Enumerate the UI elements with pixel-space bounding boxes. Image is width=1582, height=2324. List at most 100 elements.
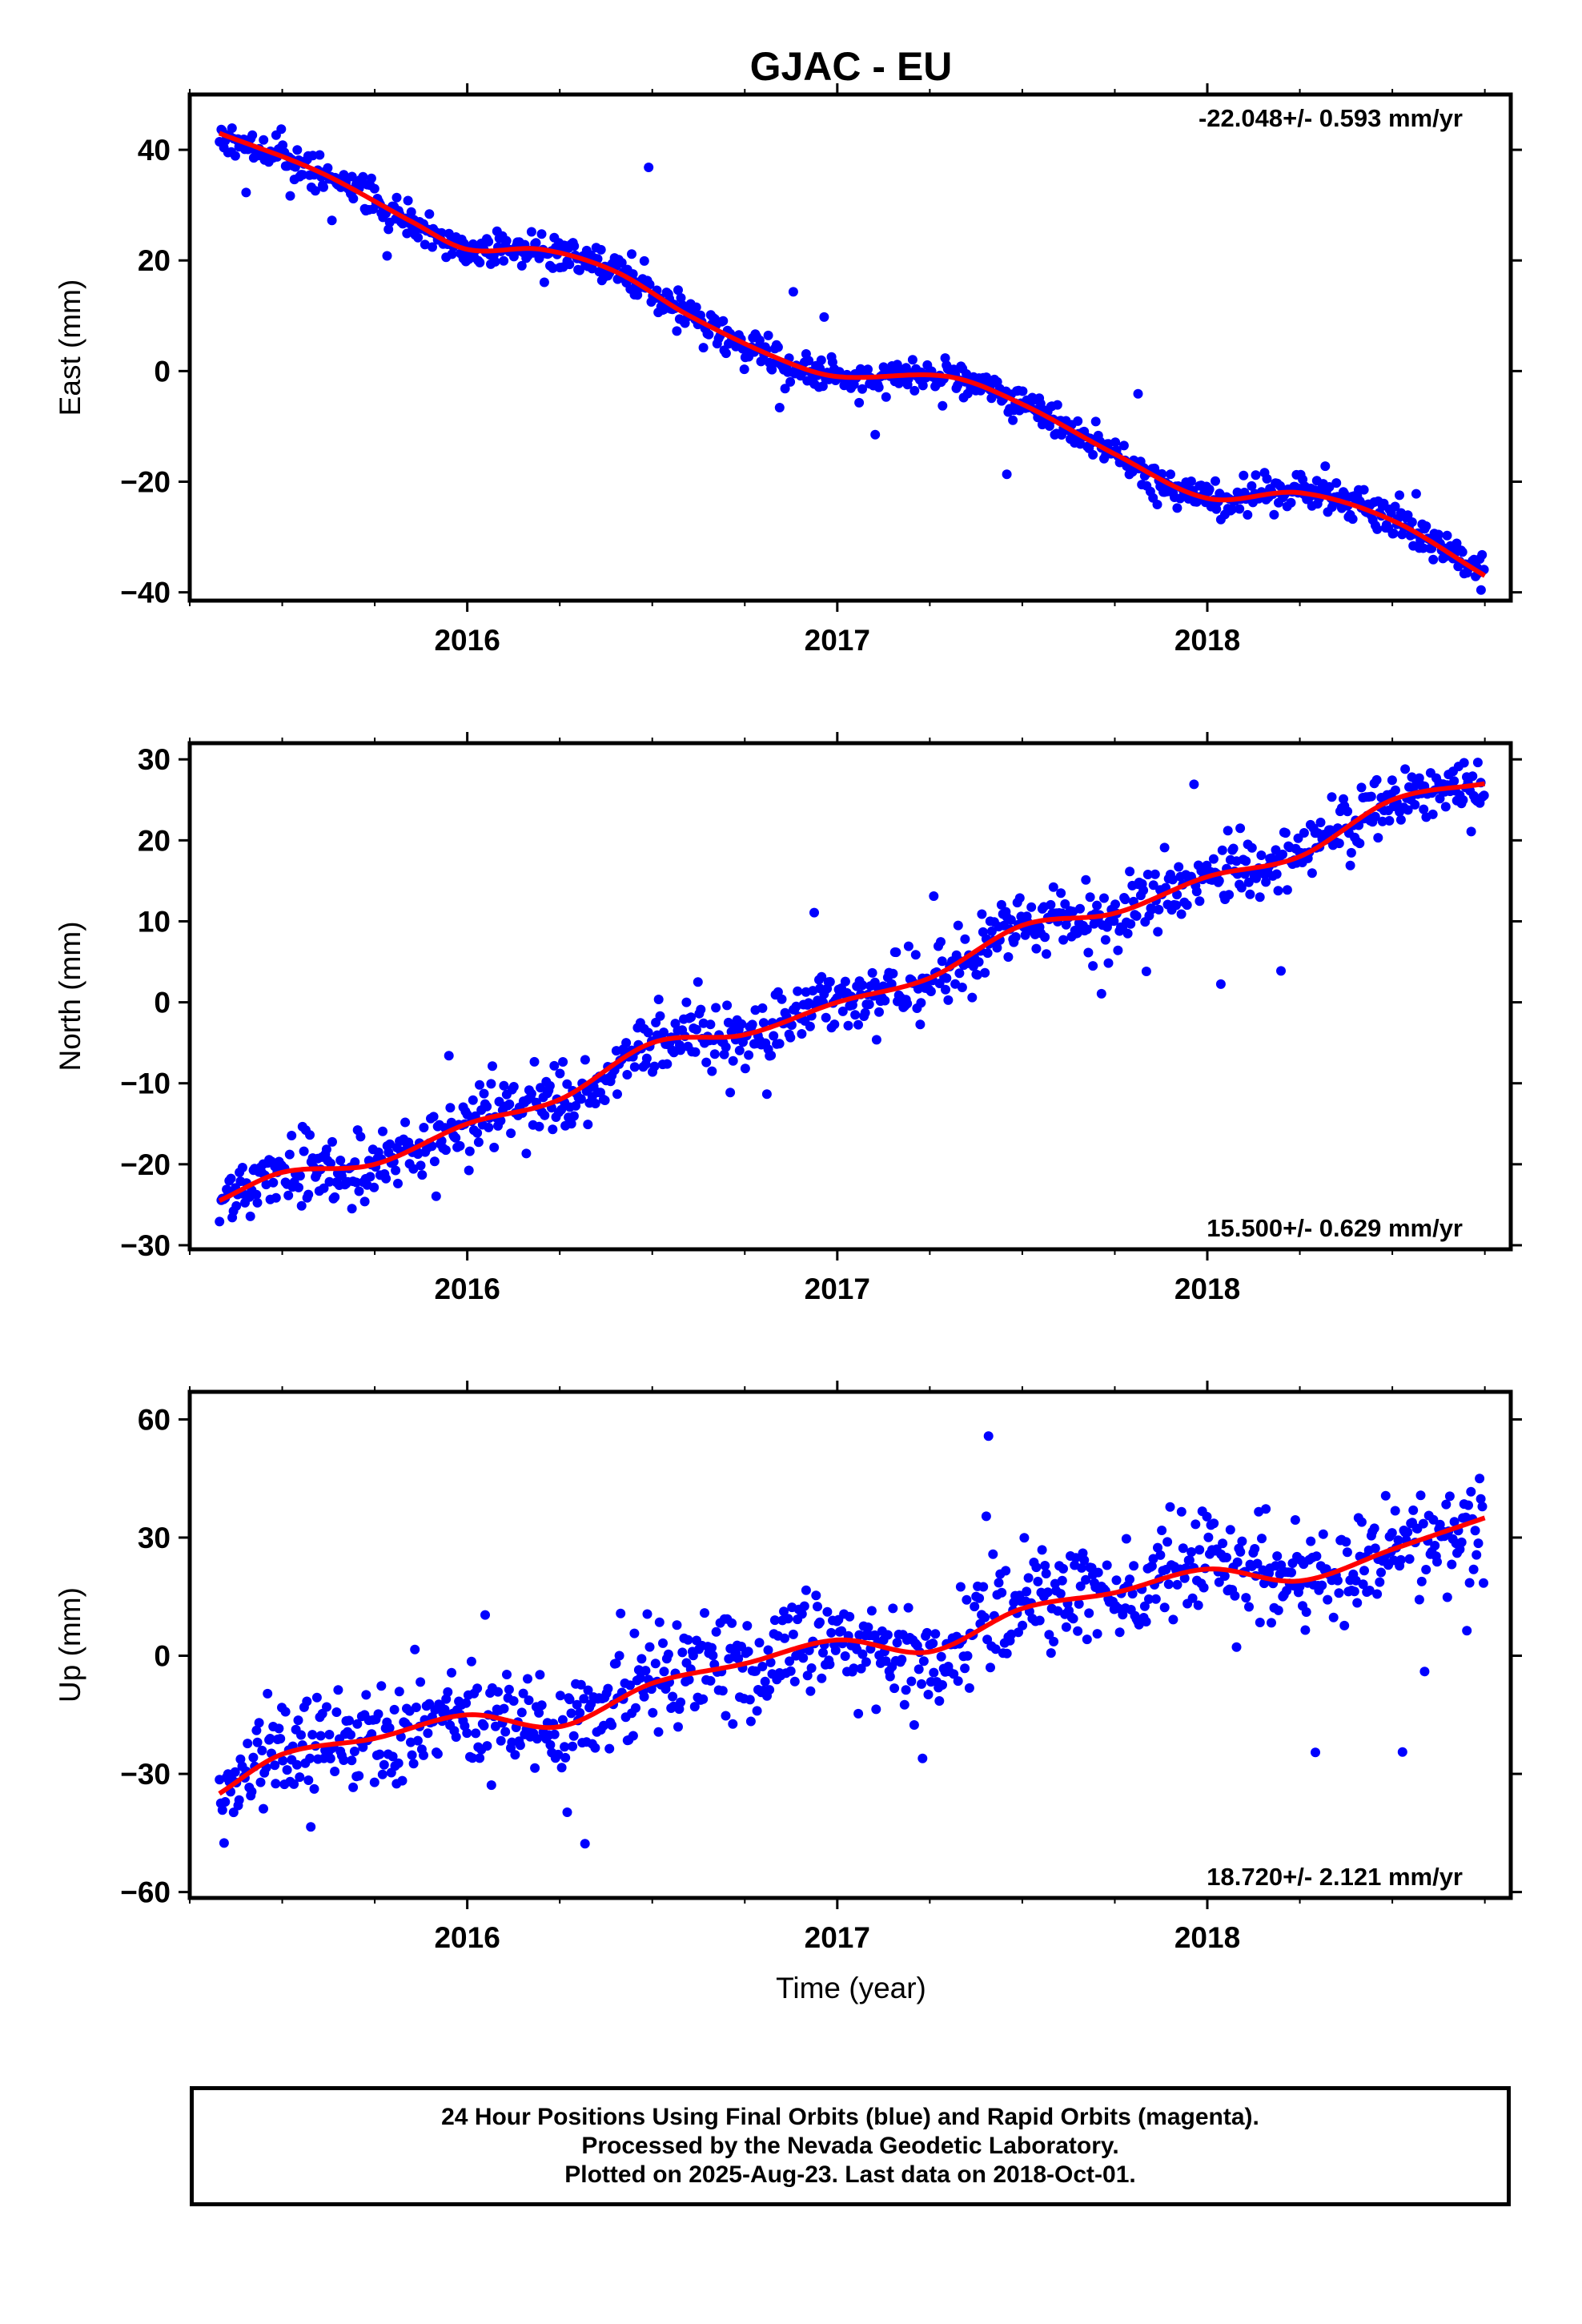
up-data-point (604, 1743, 615, 1754)
up-data-point (411, 1703, 421, 1712)
up-data-point (1421, 1565, 1431, 1574)
up-data-point (1323, 1594, 1333, 1605)
north-data-point (1176, 909, 1186, 919)
up-data-point (545, 1739, 556, 1750)
up-data-point (568, 1741, 578, 1751)
up-data-point (412, 1735, 423, 1746)
north-data-point (793, 986, 803, 996)
north-data-point (1345, 860, 1355, 870)
north-data-point (445, 1103, 456, 1113)
east-data-point (1452, 538, 1462, 549)
up-data-point (988, 1549, 998, 1559)
east-data-point (596, 244, 606, 255)
up-data-point (866, 1606, 877, 1616)
north-data-point (529, 1056, 540, 1067)
east-data-point (881, 392, 891, 402)
east-data-point (1269, 509, 1279, 520)
east-data-point (516, 260, 527, 271)
north-data-point (1235, 823, 1246, 834)
up-data-point (1111, 1575, 1122, 1586)
east-data-point (1235, 504, 1245, 514)
north-data-point (903, 941, 913, 951)
north-data-point (521, 1148, 532, 1159)
east-points-layer (215, 123, 1489, 595)
up-data-point (1150, 1594, 1161, 1604)
east-data-point (526, 227, 536, 237)
north-data-point (1271, 869, 1282, 879)
north-data-point (1307, 868, 1317, 879)
up-data-point (1074, 1598, 1084, 1609)
up-data-point (219, 1838, 229, 1848)
up-data-point (1397, 1747, 1407, 1757)
up-data-point (1153, 1542, 1162, 1553)
up-data-point (1079, 1555, 1090, 1566)
north-data-point (1100, 935, 1110, 945)
north-data-point (926, 987, 936, 996)
up-data-point (556, 1763, 567, 1773)
up-data-point (962, 1651, 973, 1661)
east-data-point (1110, 437, 1121, 448)
north-data-point (1046, 899, 1056, 910)
east-data-point (1118, 440, 1129, 451)
east-data-point (788, 287, 798, 297)
north-data-point (1427, 809, 1438, 819)
north-data-point (489, 1142, 500, 1152)
north-data-point (641, 1053, 652, 1063)
up-data-point (899, 1699, 909, 1710)
up-data-point (325, 1753, 335, 1763)
north-data-point (1346, 847, 1356, 858)
north-data-point (1459, 758, 1469, 768)
up-data-point (934, 1696, 945, 1706)
up-data-point (750, 1666, 761, 1676)
north-data-point (475, 1080, 484, 1090)
north-data-point (1120, 895, 1130, 905)
north-data-point (891, 947, 901, 958)
north-data-point (1384, 815, 1395, 826)
up-data-point (964, 1683, 974, 1693)
footer-line-3: Plotted on 2025-Aug-23. Last data on 201… (564, 2161, 1136, 2188)
east-data-point (1166, 469, 1175, 480)
up-data-point (1441, 1499, 1452, 1510)
up-data-point (270, 1760, 280, 1771)
up-data-point (259, 1803, 268, 1814)
east-data-point (632, 290, 643, 300)
north-data-point (479, 1088, 489, 1099)
north-data-point (1142, 870, 1153, 879)
north-data-point (499, 1080, 509, 1091)
up-data-point (1055, 1589, 1066, 1599)
north-data-point (929, 891, 939, 901)
north-y-axis-label: North (mm) (54, 921, 86, 1071)
east-data-point (1418, 543, 1428, 553)
north-data-point (473, 1137, 484, 1148)
north-data-point (1042, 949, 1051, 959)
up-data-point (840, 1651, 850, 1661)
north-data-point (347, 1204, 357, 1214)
north-data-point (1171, 900, 1182, 911)
up-data-point (917, 1679, 926, 1689)
up-data-point (462, 1728, 472, 1739)
east-data-point (1052, 400, 1062, 410)
up-data-point (1462, 1626, 1472, 1636)
up-data-point (861, 1657, 871, 1667)
up-data-point (423, 1728, 433, 1739)
up-data-point (394, 1687, 404, 1697)
up-data-point (1300, 1625, 1311, 1635)
up-data-point (892, 1638, 902, 1648)
north-data-point (621, 1038, 632, 1048)
north-data-point (393, 1178, 403, 1188)
up-data-point (822, 1606, 833, 1617)
north-data-point (1236, 883, 1247, 893)
north-data-point (295, 1171, 305, 1181)
up-data-point (888, 1603, 898, 1614)
up-data-point (472, 1683, 483, 1694)
east-data-point (1428, 554, 1439, 565)
up-data-point (763, 1645, 773, 1655)
east-data-point (447, 249, 457, 259)
north-data-point (1072, 928, 1082, 939)
up-data-point (653, 1727, 664, 1737)
north-data-point (556, 1104, 567, 1115)
north-data-point (417, 1170, 428, 1180)
east-data-point (569, 241, 580, 251)
up-data-point (663, 1649, 673, 1659)
